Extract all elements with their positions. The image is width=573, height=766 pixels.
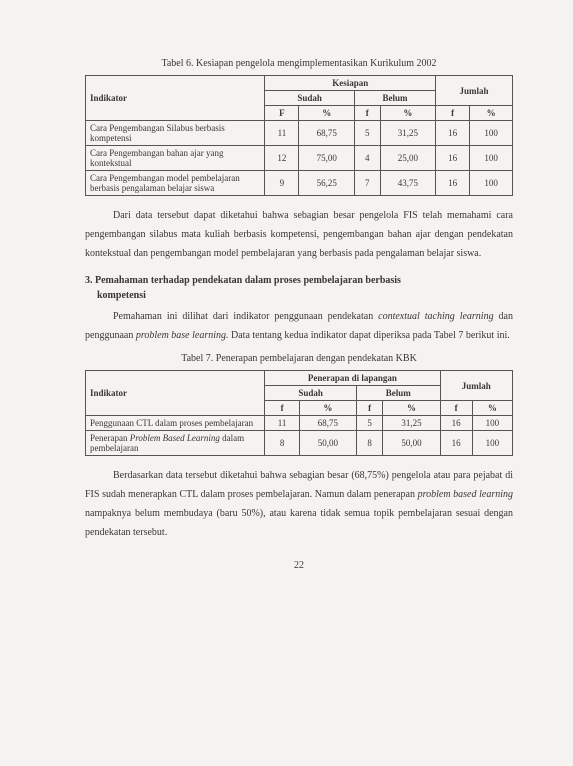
th-belum: Belum	[354, 91, 435, 106]
cell: 50,00	[299, 431, 356, 456]
cell: 16	[440, 416, 472, 431]
th-pct: %	[299, 401, 356, 416]
cell: 8	[265, 431, 300, 456]
th-jumlah: Jumlah	[440, 371, 512, 401]
cell: 50,00	[383, 431, 440, 456]
th-pct2: %	[380, 106, 436, 121]
paragraph-3: Berdasarkan data tersebut diketahui bahw…	[85, 466, 513, 542]
cell: 7	[354, 171, 380, 196]
cell: 9	[265, 171, 299, 196]
cell: 11	[265, 121, 299, 146]
cell-label: Penggunaan CTL dalam proses pembelajaran	[86, 416, 265, 431]
th-sudah: Sudah	[265, 386, 357, 401]
cell: 100	[472, 416, 512, 431]
cell: 68,75	[299, 121, 355, 146]
heading-3: 3. Pemahaman terhadap pendekatan dalam p…	[85, 273, 513, 303]
cell: 43,75	[380, 171, 436, 196]
th-jumlah: Jumlah	[436, 76, 513, 106]
th-f3: f	[440, 401, 472, 416]
th-f2: f	[356, 401, 382, 416]
table-row: Cara Pengembangan model pembelajaran ber…	[86, 171, 513, 196]
cell: 12	[265, 146, 299, 171]
table6-caption: Tabel 6. Kesiapan pengelola mengimplemen…	[85, 58, 513, 69]
cell: 100	[470, 146, 513, 171]
cell: 16	[436, 146, 470, 171]
document-page: Tabel 6. Kesiapan pengelola mengimplemen…	[0, 0, 573, 766]
cell: 5	[354, 121, 380, 146]
heading-line1: 3. Pemahaman terhadap pendekatan dalam p…	[85, 275, 401, 286]
table-row: Penerapan Problem Based Learning dalam p…	[86, 431, 513, 456]
table7-caption: Tabel 7. Penerapan pembelajaran dengan p…	[85, 353, 513, 364]
th-pct: %	[299, 106, 355, 121]
cell: 16	[436, 121, 470, 146]
page-number: 22	[85, 560, 513, 571]
cell: 11	[265, 416, 300, 431]
cell-label: Penerapan Problem Based Learning dalam p…	[86, 431, 265, 456]
table6: Indikator Kesiapan Jumlah Sudah Belum F …	[85, 75, 513, 196]
cell: 68,75	[299, 416, 356, 431]
cell: 100	[470, 121, 513, 146]
cell: 100	[470, 171, 513, 196]
cell: 5	[356, 416, 382, 431]
cell-label: Cara Pengembangan Silabus berbasis kompe…	[86, 121, 265, 146]
cell: 56,25	[299, 171, 355, 196]
cell: 16	[440, 431, 472, 456]
cell: 100	[472, 431, 512, 456]
text: Pemahaman ini dilihat dari indikator pen…	[113, 311, 378, 322]
table7: Indikator Penerapan di lapangan Jumlah S…	[85, 370, 513, 456]
cell: 31,25	[383, 416, 440, 431]
cell: 25,00	[380, 146, 436, 171]
th-kesiapan: Kesiapan	[265, 76, 436, 91]
th-pct3: %	[472, 401, 512, 416]
th-f3: f	[436, 106, 470, 121]
table-row: Penggunaan CTL dalam proses pembelajaran…	[86, 416, 513, 431]
heading-line2: kompetensi	[85, 288, 513, 303]
text: nampaknya belum membudaya (baru 50%), at…	[85, 508, 513, 538]
text: Penerapan	[90, 433, 130, 443]
table-row: Cara Pengembangan bahan ajar yang kontek…	[86, 146, 513, 171]
italic-text: problem base learning.	[136, 330, 229, 341]
cell: 75,00	[299, 146, 355, 171]
th-indikator: Indikator	[86, 371, 265, 416]
cell-label: Cara Pengembangan bahan ajar yang kontek…	[86, 146, 265, 171]
th-f: f	[265, 401, 300, 416]
th-pct3: %	[470, 106, 513, 121]
italic-text: contextual taching learning	[378, 311, 493, 322]
cell: 8	[356, 431, 382, 456]
th-pct2: %	[383, 401, 440, 416]
cell: 16	[436, 171, 470, 196]
cell-label: Cara Pengembangan model pembelajaran ber…	[86, 171, 265, 196]
table-row: Cara Pengembangan Silabus berbasis kompe…	[86, 121, 513, 146]
th-f2: f	[354, 106, 380, 121]
th-penerapan: Penerapan di lapangan	[265, 371, 440, 386]
cell: 4	[354, 146, 380, 171]
th-belum: Belum	[356, 386, 440, 401]
paragraph-1: Dari data tersebut dapat diketahui bahwa…	[85, 206, 513, 263]
italic-text: Problem Based Learning	[130, 433, 220, 443]
paragraph-2: Pemahaman ini dilihat dari indikator pen…	[85, 307, 513, 345]
text: Data tentang kedua indikator dapat diper…	[229, 330, 510, 341]
cell: 31,25	[380, 121, 436, 146]
th-indikator: Indikator	[86, 76, 265, 121]
th-sudah: Sudah	[265, 91, 355, 106]
italic-text: problem based learning	[418, 489, 513, 500]
th-F: F	[265, 106, 299, 121]
